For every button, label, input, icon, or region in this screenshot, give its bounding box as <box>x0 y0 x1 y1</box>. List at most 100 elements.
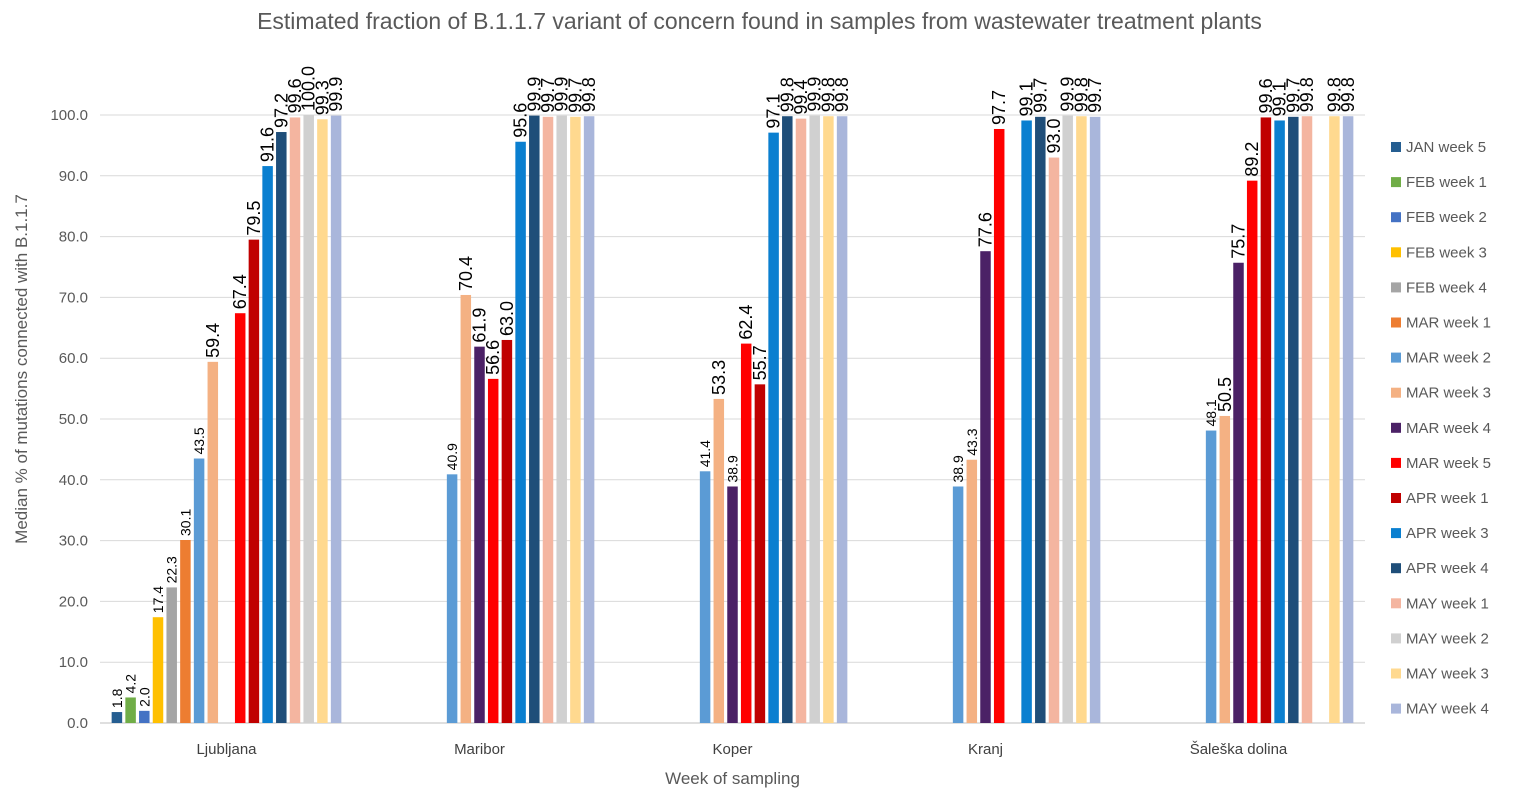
legend-label: FEB week 1 <box>1406 174 1487 191</box>
bar <box>515 141 526 723</box>
legend-label: MAY week 4 <box>1406 701 1489 718</box>
data-label: 99.6 <box>285 78 305 113</box>
data-label: 62.4 <box>736 305 756 340</box>
y-tick-label: 20.0 <box>59 593 88 610</box>
legend-swatch <box>1391 142 1401 152</box>
bar <box>727 486 738 723</box>
legend-label: MAR week 5 <box>1406 455 1491 472</box>
bar <box>993 128 1005 723</box>
legend-swatch <box>1391 457 1401 468</box>
x-axis-categories: Ljubljana Maribor Koper Kranj Šaleška dolina <box>196 741 1287 758</box>
bar <box>1089 116 1101 724</box>
category-label: Maribor <box>454 741 505 758</box>
legend-label: MAY week 1 <box>1406 595 1489 612</box>
legend-swatch <box>1391 177 1401 188</box>
data-label: 99.8 <box>1071 77 1091 112</box>
data-label: 99.8 <box>579 77 599 112</box>
data-label: 61.9 <box>470 308 490 343</box>
legend-swatch <box>1391 703 1401 714</box>
data-label: 63.0 <box>497 301 517 336</box>
bar <box>699 471 711 723</box>
data-label: 99.9 <box>805 77 825 112</box>
data-label: 70.4 <box>456 256 476 291</box>
data-label: 43.5 <box>191 427 207 454</box>
y-tick-label: 60.0 <box>59 350 88 367</box>
data-label: 67.4 <box>230 274 250 309</box>
legend-swatch <box>1391 352 1401 363</box>
bar <box>1329 116 1340 723</box>
legend-swatch <box>1391 282 1401 293</box>
data-label: 79.5 <box>244 201 264 236</box>
bar <box>234 313 246 723</box>
y-tick-label: 100.0 <box>50 107 88 124</box>
y-tick-label: 10.0 <box>59 654 88 671</box>
data-label: 17.4 <box>150 586 166 613</box>
y-tick-label: 40.0 <box>59 472 88 489</box>
bar <box>1062 115 1073 723</box>
data-label: 99.3 <box>312 80 332 115</box>
category-label: Kranj <box>968 741 1003 758</box>
data-label: 99.9 <box>1058 77 1078 112</box>
legend-swatch <box>1391 633 1401 644</box>
bar <box>303 115 314 723</box>
bar <box>809 115 820 723</box>
data-label: 97.1 <box>764 94 784 129</box>
data-label: 91.6 <box>258 127 278 162</box>
data-label: 95.6 <box>511 103 531 138</box>
data-label: 99.9 <box>524 77 544 112</box>
legend-label: MAR week 4 <box>1406 420 1491 437</box>
legend-label: MAR week 3 <box>1406 385 1491 402</box>
bar <box>713 398 725 723</box>
x-axis-title: Week of sampling <box>665 769 800 788</box>
legend-swatch <box>1391 247 1401 258</box>
data-label: 99.7 <box>1283 78 1303 113</box>
bar <box>111 712 123 723</box>
legend: JAN week 5 FEB week 1 FEB week 2 FEB week 3… <box>1391 139 1491 718</box>
bar <box>1035 116 1046 724</box>
bar <box>1260 117 1272 723</box>
data-label: 59.4 <box>203 323 223 358</box>
data-label: 99.7 <box>538 78 558 113</box>
bar <box>152 617 164 723</box>
data-label: 99.1 <box>1270 81 1290 116</box>
bar <box>1219 415 1231 723</box>
bar <box>1205 430 1217 723</box>
bar <box>125 697 136 723</box>
legend-swatch <box>1391 387 1401 398</box>
bar <box>248 239 260 723</box>
y-tick-label: 0.0 <box>67 715 88 732</box>
data-label: 99.4 <box>791 80 811 115</box>
bar <box>1342 116 1354 723</box>
data-label: 77.6 <box>976 212 996 247</box>
data-label: 48.1 <box>1203 399 1219 426</box>
data-label: 50.5 <box>1215 377 1235 412</box>
data-label: 75.7 <box>1229 224 1249 259</box>
bar <box>276 132 287 724</box>
legend-label: MAR week 2 <box>1406 350 1491 367</box>
y-axis-ticks: 0.0 10.0 20.0 30.0 40.0 50.0 60.0 70.0 80.0 90.0 1… <box>50 107 88 732</box>
data-label: 53.3 <box>709 360 729 395</box>
bar <box>836 116 848 723</box>
data-label: 99.9 <box>326 77 346 112</box>
category-label: Ljubljana <box>196 741 257 758</box>
bar <box>754 384 766 723</box>
legend-label: JAN week 5 <box>1406 139 1486 156</box>
bar <box>556 115 567 723</box>
data-label: 99.9 <box>552 77 572 112</box>
category-label: Koper <box>712 741 752 758</box>
data-label: 99.7 <box>1030 78 1050 113</box>
bar <box>740 343 752 723</box>
bar <box>1076 116 1087 723</box>
legend-swatch <box>1391 317 1401 328</box>
data-label: 97.7 <box>989 90 1009 125</box>
bar <box>1233 262 1244 723</box>
legend-swatch <box>1391 528 1401 539</box>
bar <box>795 118 807 723</box>
data-label: 40.9 <box>444 443 460 470</box>
chart-title: Estimated fraction of B.1.1.7 variant of… <box>257 8 1262 34</box>
legend-swatch <box>1391 668 1401 679</box>
bar <box>487 378 499 723</box>
legend-label: FEB week 4 <box>1406 279 1487 296</box>
bar <box>1301 116 1313 723</box>
